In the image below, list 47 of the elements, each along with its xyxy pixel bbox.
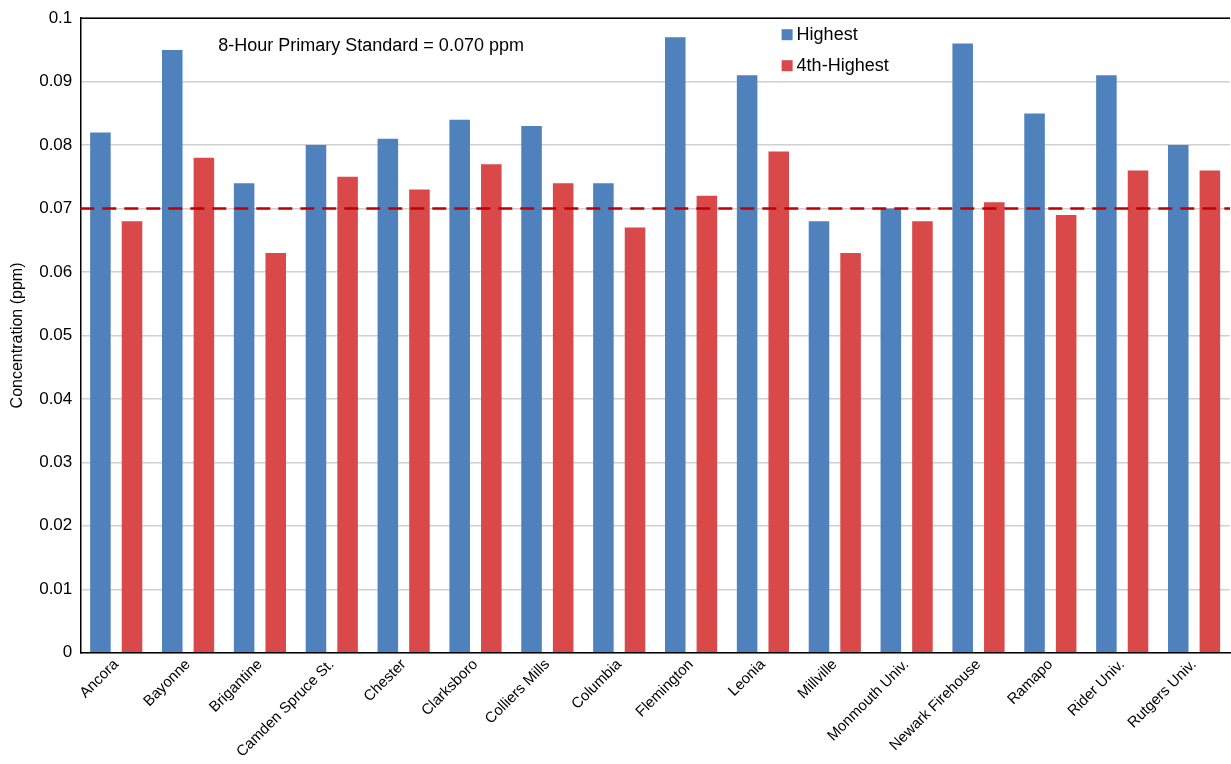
- bar: [736, 75, 758, 652]
- bar: [1127, 170, 1149, 652]
- bar: [121, 221, 143, 652]
- bar: [1096, 75, 1117, 652]
- bar: [624, 227, 646, 652]
- y-axis-title: Concentration (ppm): [8, 262, 26, 409]
- bar: [481, 164, 502, 652]
- bar: [984, 202, 1005, 652]
- bar: [265, 252, 287, 652]
- legend-label: 4th-Highest: [796, 55, 889, 76]
- bar: [193, 157, 215, 652]
- bar: [521, 126, 542, 652]
- annotation: 8-Hour Primary Standard = 0.070 ppm: [218, 35, 524, 56]
- bar: [840, 252, 861, 652]
- bar: [593, 183, 614, 652]
- bar: [337, 176, 358, 652]
- bar: [768, 151, 790, 652]
- bar: [409, 189, 430, 652]
- y-tick-label: 0.06: [39, 261, 73, 281]
- bar: [233, 183, 255, 652]
- legend-label: Highest: [796, 24, 858, 45]
- bar: [552, 183, 574, 652]
- y-tick-label: 0: [62, 642, 73, 662]
- bar: [880, 208, 902, 652]
- bar: [664, 37, 686, 652]
- y-tick-label: 0.08: [39, 134, 73, 154]
- y-tick-label: 0.07: [39, 198, 73, 218]
- y-tick-label: 0.09: [39, 71, 73, 91]
- y-tick-label: 0.1: [48, 7, 73, 27]
- bar: [696, 195, 718, 652]
- bar: [449, 119, 470, 652]
- y-tick-label: 0.01: [39, 578, 73, 598]
- bar: [1199, 170, 1221, 652]
- bar: [1055, 214, 1077, 652]
- bar: [161, 49, 183, 652]
- bar: [808, 221, 830, 652]
- bar: [1167, 145, 1189, 652]
- y-tick-label: 0.05: [39, 325, 73, 345]
- y-tick-label: 0.04: [39, 388, 73, 408]
- bar: [90, 132, 111, 652]
- bar: [912, 221, 933, 652]
- bar: [305, 145, 327, 652]
- y-tick-label: 0.03: [39, 452, 73, 472]
- y-tick-label: 0.02: [39, 515, 73, 535]
- bar: [952, 43, 973, 652]
- bar: [1024, 113, 1045, 652]
- bar: [377, 138, 399, 652]
